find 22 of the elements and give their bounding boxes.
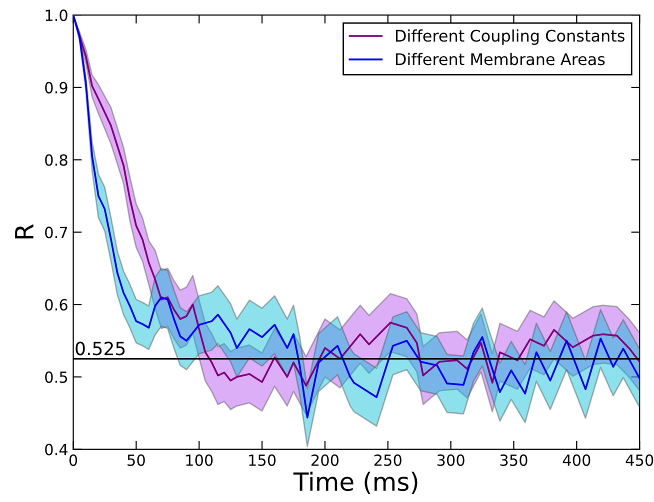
y-tick-label: 0.8 xyxy=(45,154,68,166)
legend-label: Different Coupling Constants xyxy=(396,29,624,45)
y-tick-label: 1.0 xyxy=(46,10,68,22)
x-tick-label: 450 xyxy=(626,454,654,466)
y-tick-label: 0.6 xyxy=(45,299,68,311)
x-tick-label: 200 xyxy=(312,454,339,466)
x-tick-label: 50 xyxy=(128,454,145,466)
y-tick-label: 0.7 xyxy=(45,226,68,238)
y-tick-label: 0.5 xyxy=(45,371,68,383)
x-axis-title: Time (ms) xyxy=(293,472,418,494)
y-axis-title: R xyxy=(15,224,34,238)
y-tick-label: 0.4 xyxy=(45,444,68,456)
legend-label: Different Membrane Areas xyxy=(396,52,605,66)
ref-line-label: 0.525 xyxy=(76,342,125,356)
x-tick-label: 150 xyxy=(249,454,276,466)
x-tick-label: 300 xyxy=(437,454,464,466)
x-tick-label: 0 xyxy=(69,454,78,466)
x-tick-label: 400 xyxy=(562,454,590,466)
x-tick-label: 250 xyxy=(374,454,402,466)
x-tick-label: 100 xyxy=(186,454,213,466)
x-tick-label: 350 xyxy=(500,454,528,466)
y-tick-label: 0.9 xyxy=(45,82,68,94)
